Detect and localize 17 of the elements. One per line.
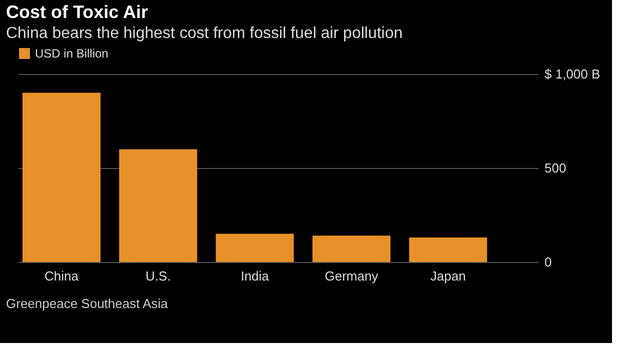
bar bbox=[409, 238, 488, 262]
y-tick-label: $ 1,000 B bbox=[544, 66, 600, 82]
legend-label: USD in Billion bbox=[35, 46, 108, 60]
bar bbox=[312, 236, 390, 262]
x-tick-label: Germany bbox=[324, 268, 379, 284]
x-tick-label: Japan bbox=[430, 268, 466, 284]
x-tick-label: China bbox=[44, 268, 80, 284]
chart-title: Cost of Toxic Air bbox=[6, 2, 148, 22]
text: Greenpeace Southeast Asia bbox=[6, 296, 169, 311]
bar bbox=[216, 234, 294, 262]
x-tick-label: India bbox=[240, 268, 270, 284]
bar bbox=[119, 149, 198, 262]
chart-subtitle: China bears the highest cost from fossil fuel air pollution bbox=[6, 25, 403, 42]
y-tick-label: 0 bbox=[544, 254, 552, 270]
bar bbox=[22, 92, 100, 262]
x-tick-label: U.S. bbox=[146, 268, 171, 284]
y-tick-label: 500 bbox=[544, 160, 566, 176]
